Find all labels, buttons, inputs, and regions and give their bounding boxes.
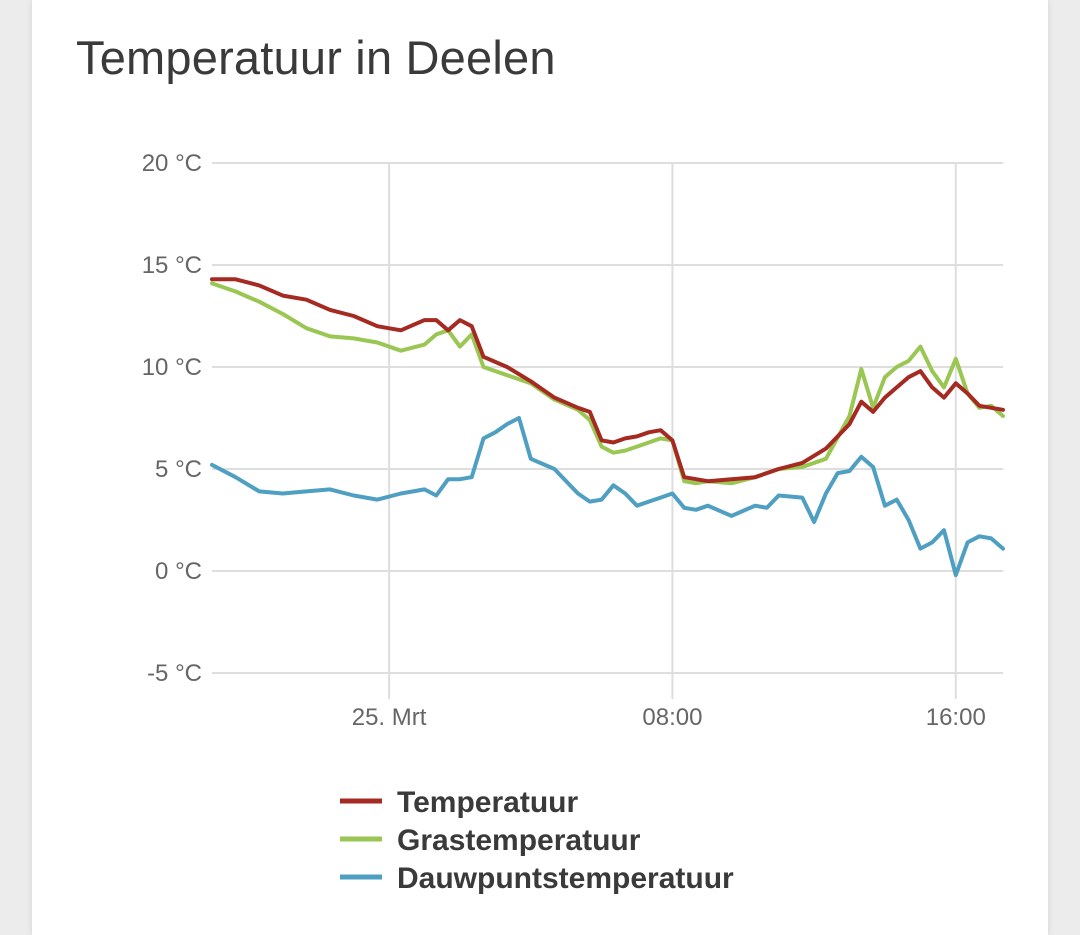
y-tick-label: -5 °C <box>147 660 202 687</box>
x-tick-label: 25. Mrt <box>352 704 427 731</box>
x-tick-label: 08:00 <box>642 704 702 731</box>
x-axis-labels: 25. Mrt 08:00 16:00 <box>352 704 986 731</box>
series-line-dauwpuntstemperatuur <box>210 416 1005 578</box>
chart-series <box>210 277 1005 578</box>
chart-card <box>32 0 1048 935</box>
legend-item-temperatuur[interactable]: Temperatuur <box>340 786 578 819</box>
series-line-temperatuur <box>210 277 1005 484</box>
y-tick-label: 10 °C <box>142 354 202 381</box>
legend-label: Grastemperatuur <box>397 824 641 857</box>
series-line-grastemperatuur <box>210 281 1005 486</box>
y-tick-label: 0 °C <box>155 558 202 585</box>
legend-label: Dauwpuntstemperatuur <box>397 862 734 895</box>
chart-legend[interactable]: Temperatuur Grastemperatuur Dauwpuntstempe… <box>340 786 734 895</box>
legend-item-grastemperatuur[interactable]: Grastemperatuur <box>340 824 641 857</box>
x-tick-label: 16:00 <box>926 704 986 731</box>
y-tick-label: 15 °C <box>142 252 202 279</box>
y-tick-label: 20 °C <box>142 150 202 177</box>
legend-item-dauwpuntstemperatuur[interactable]: Dauwpuntstemperatuur <box>340 862 734 895</box>
y-axis-labels: -5 °C 0 °C 5 °C 10 °C 15 °C 20 °C <box>142 150 202 687</box>
legend-label: Temperatuur <box>397 786 578 819</box>
chart-grid <box>212 162 1003 699</box>
page-title: Temperatuur in Deelen <box>76 31 556 84</box>
y-tick-label: 5 °C <box>155 456 202 483</box>
